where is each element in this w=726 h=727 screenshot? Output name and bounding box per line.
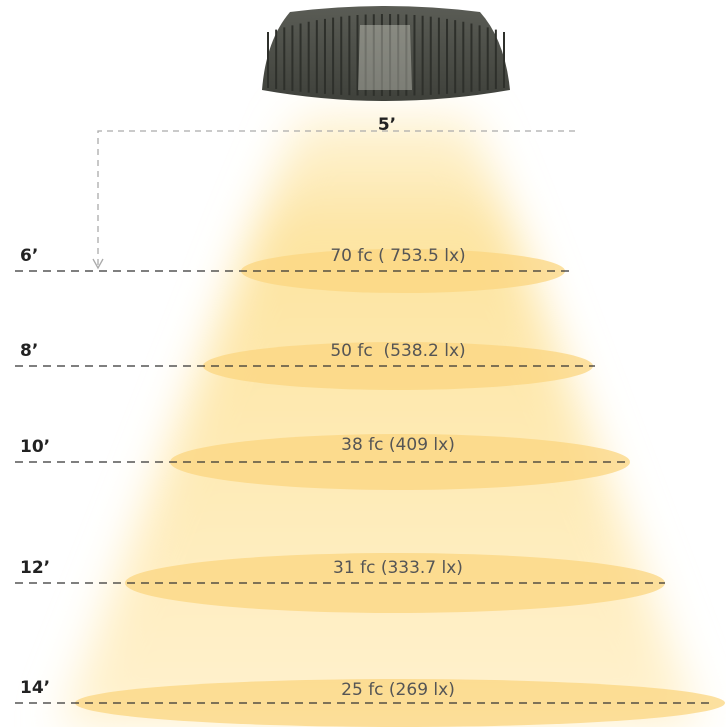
lamp-label: 5’ <box>378 115 396 135</box>
height-label: 8’ <box>20 341 38 361</box>
illuminance-label: 70 fc ( 753.5 lx) <box>330 246 465 266</box>
height-label: 12’ <box>20 558 50 578</box>
dimension-line <box>97 130 575 266</box>
illuminance-label: 25 fc (269 lx) <box>341 680 455 700</box>
illuminance-label: 50 fc (538.2 lx) <box>330 341 465 361</box>
height-label: 6’ <box>20 246 38 266</box>
arrow <box>92 258 104 270</box>
lamp <box>262 6 510 101</box>
illuminance-ellipse <box>241 249 565 293</box>
height-label: 10’ <box>20 437 50 457</box>
illuminance-label: 38 fc (409 lx) <box>341 435 455 455</box>
illuminance-label: 31 fc (333.7 lx) <box>333 558 463 578</box>
height-label: 14’ <box>20 678 50 698</box>
light-cone <box>60 115 700 727</box>
